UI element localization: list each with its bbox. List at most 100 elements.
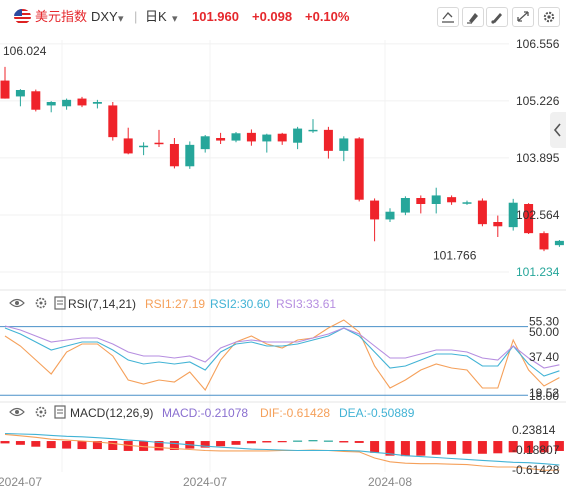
dea-label: DEA:-0.50889	[339, 406, 415, 420]
price-change-pct: +0.10%	[305, 9, 350, 24]
macd-bar	[308, 440, 318, 442]
period-chevron-icon[interactable]: ▾	[172, 13, 178, 25]
candle-body	[262, 134, 272, 142]
macd-bar	[370, 441, 380, 453]
last-price: 101.960	[192, 9, 239, 24]
indicator-settings-icon[interactable]	[437, 7, 459, 27]
macd-bar	[77, 441, 87, 450]
macd-bar	[262, 441, 272, 443]
max-price-label: 106.024	[3, 44, 47, 58]
candle-body	[108, 105, 118, 138]
brush-icon[interactable]	[486, 7, 508, 27]
macd-value-label: MACD:-0.21078	[162, 406, 248, 420]
macd-bar	[416, 441, 426, 456]
macd-bar	[277, 441, 287, 443]
rsi-tick-label: 37.40	[529, 350, 559, 364]
candle-body	[493, 222, 503, 227]
macd-bar	[15, 441, 25, 445]
candle-body	[524, 204, 534, 234]
candle-body	[308, 129, 318, 132]
rsi-line-1	[4, 319, 560, 391]
chevron-down-icon[interactable]: ▾	[118, 13, 124, 25]
candle-body	[323, 129, 333, 151]
price-tick-label: 102.564	[516, 208, 560, 222]
macd-bar	[46, 441, 56, 449]
rsi-grid	[0, 326, 528, 396]
draw-pen-icon[interactable]	[462, 7, 484, 27]
rsi-title: RSI(7,14,21)	[68, 297, 136, 311]
time-tick-label: 2024-08	[368, 475, 412, 489]
macd-sheet-icon[interactable]	[54, 405, 66, 419]
macd-bar	[385, 441, 395, 456]
symbol-code[interactable]: DXY	[91, 9, 118, 24]
macd-tick-label: -0.61428	[512, 463, 560, 477]
symbol-name[interactable]: 美元指数	[35, 9, 88, 24]
dif-label: DIF:-0.61428	[260, 406, 330, 420]
candle-body	[339, 138, 349, 151]
candle-body	[0, 80, 10, 99]
candle-body	[508, 202, 518, 228]
candle-body	[139, 145, 149, 148]
candle-body	[15, 90, 25, 97]
candle-body	[246, 132, 256, 142]
side-panel-toggle[interactable]	[550, 112, 566, 148]
price-tick-label: 103.895	[516, 151, 560, 165]
candle-body	[400, 198, 410, 213]
price-tick-label: 101.234	[516, 265, 560, 279]
macd-bar	[400, 441, 410, 457]
candle-body	[46, 102, 56, 106]
macd-bar	[447, 441, 457, 455]
candle-body	[416, 198, 426, 204]
macd-bar	[216, 441, 226, 447]
period-selector[interactable]: 日K	[145, 9, 167, 24]
candle-body	[31, 91, 41, 110]
macd-tick-label: 0.23814	[512, 423, 556, 437]
candle-body	[154, 142, 164, 145]
macd-bar	[524, 441, 534, 453]
macd-bar	[169, 441, 179, 450]
toolbar-divider: |	[134, 9, 138, 24]
candle-body	[385, 211, 395, 220]
settings-gear-icon[interactable]	[538, 7, 560, 27]
macd-bar	[0, 441, 10, 444]
candle-body	[477, 200, 487, 225]
candle-body	[185, 144, 195, 167]
macd-bar	[92, 441, 102, 450]
candle-body	[216, 138, 226, 141]
dea-line	[4, 432, 560, 466]
macd-bar	[508, 441, 518, 453]
rsi-line-2	[4, 327, 560, 377]
rsi-eye-icon[interactable]	[9, 298, 25, 308]
main-grid	[0, 40, 509, 472]
macd-bar	[323, 440, 333, 442]
rsi3-label: RSI3:33.61	[276, 297, 336, 311]
chart-toolbar: 美元指数 DXY ▾ | 日K ▾ 101.960 +0.098 +0.10%	[0, 0, 566, 34]
macd-bar	[493, 441, 503, 454]
macd-bar	[554, 441, 564, 451]
macd-eye-icon[interactable]	[9, 407, 25, 417]
candlestick-series	[0, 66, 564, 252]
rsi-settings-icon[interactable]	[35, 297, 47, 309]
rsi2-label: RSI2:30.60	[210, 297, 270, 311]
macd-header: MACD(12,26,9) MACD:-0.21078 DIF:-0.61428…	[9, 405, 415, 420]
macd-bar	[354, 441, 364, 443]
fullscreen-icon[interactable]	[512, 7, 534, 27]
price-change: +0.098	[252, 9, 293, 24]
macd-settings-icon[interactable]	[35, 406, 47, 418]
candle-body	[92, 102, 102, 104]
time-axis: 2024-07 2024-07 2024-08	[0, 475, 412, 489]
macd-bar	[123, 441, 133, 451]
macd-bar	[462, 441, 472, 454]
time-tick-label: 2024-07	[0, 475, 42, 489]
macd-bar	[539, 441, 549, 453]
rsi-sheet-icon[interactable]	[54, 296, 66, 310]
macd-bar	[154, 441, 164, 451]
candle-body	[462, 202, 472, 204]
macd-bar	[108, 441, 118, 450]
macd-bar	[200, 441, 210, 448]
candle-body	[293, 128, 303, 143]
macd-bar	[31, 441, 41, 447]
candle-body	[447, 197, 457, 203]
